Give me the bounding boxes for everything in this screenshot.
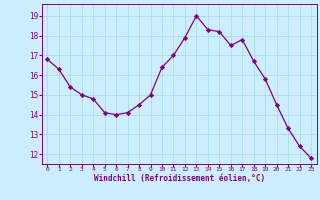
X-axis label: Windchill (Refroidissement éolien,°C): Windchill (Refroidissement éolien,°C) xyxy=(94,174,265,183)
